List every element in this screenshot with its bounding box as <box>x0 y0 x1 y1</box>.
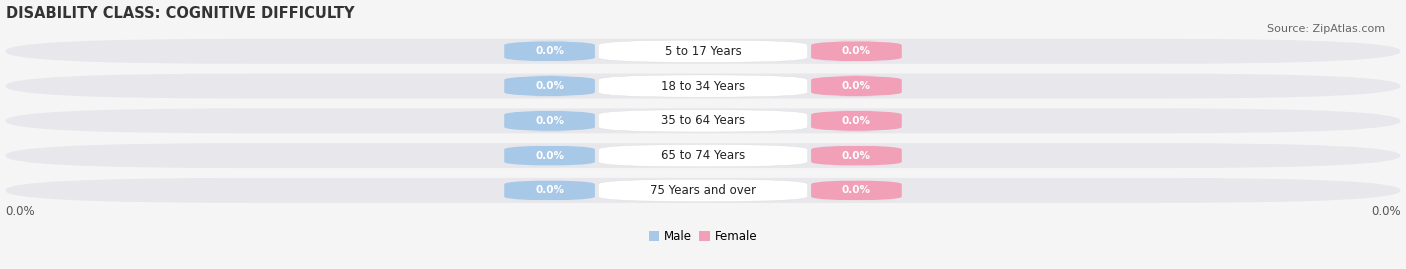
FancyBboxPatch shape <box>505 110 595 131</box>
Text: 0.0%: 0.0% <box>536 46 564 56</box>
FancyBboxPatch shape <box>6 143 1400 168</box>
FancyBboxPatch shape <box>811 145 901 166</box>
Text: 0.0%: 0.0% <box>1371 206 1400 218</box>
Text: 0.0%: 0.0% <box>536 151 564 161</box>
Text: 75 Years and over: 75 Years and over <box>650 184 756 197</box>
Text: 0.0%: 0.0% <box>842 116 870 126</box>
FancyBboxPatch shape <box>599 179 807 201</box>
Text: 0.0%: 0.0% <box>536 81 564 91</box>
FancyBboxPatch shape <box>505 41 595 62</box>
Text: 0.0%: 0.0% <box>536 116 564 126</box>
Legend: Male, Female: Male, Female <box>644 225 762 248</box>
FancyBboxPatch shape <box>811 110 901 131</box>
Text: 0.0%: 0.0% <box>842 151 870 161</box>
Text: 0.0%: 0.0% <box>842 185 870 195</box>
FancyBboxPatch shape <box>811 180 901 201</box>
Text: DISABILITY CLASS: COGNITIVE DIFFICULTY: DISABILITY CLASS: COGNITIVE DIFFICULTY <box>6 6 354 20</box>
FancyBboxPatch shape <box>505 180 595 201</box>
FancyBboxPatch shape <box>599 144 807 167</box>
FancyBboxPatch shape <box>599 75 807 97</box>
FancyBboxPatch shape <box>505 76 595 97</box>
Text: 0.0%: 0.0% <box>536 185 564 195</box>
FancyBboxPatch shape <box>6 108 1400 133</box>
FancyBboxPatch shape <box>6 39 1400 64</box>
Text: 35 to 64 Years: 35 to 64 Years <box>661 114 745 127</box>
Text: 5 to 17 Years: 5 to 17 Years <box>665 45 741 58</box>
FancyBboxPatch shape <box>811 76 901 97</box>
Text: 0.0%: 0.0% <box>842 81 870 91</box>
FancyBboxPatch shape <box>6 178 1400 203</box>
FancyBboxPatch shape <box>505 145 595 166</box>
FancyBboxPatch shape <box>811 41 901 62</box>
Text: 65 to 74 Years: 65 to 74 Years <box>661 149 745 162</box>
FancyBboxPatch shape <box>599 40 807 62</box>
Text: 0.0%: 0.0% <box>6 206 35 218</box>
Text: Source: ZipAtlas.com: Source: ZipAtlas.com <box>1267 24 1385 34</box>
Text: 0.0%: 0.0% <box>842 46 870 56</box>
FancyBboxPatch shape <box>6 73 1400 98</box>
FancyBboxPatch shape <box>599 110 807 132</box>
Text: 18 to 34 Years: 18 to 34 Years <box>661 80 745 93</box>
